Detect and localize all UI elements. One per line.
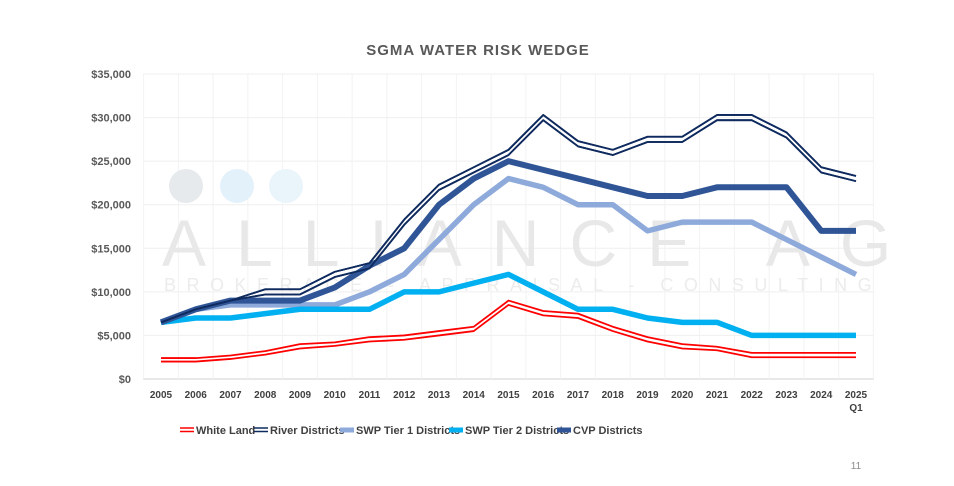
y-tick-label: $30,000 <box>91 113 131 125</box>
x-tick-label: 2019 <box>636 390 659 401</box>
x-tick-label: 2007 <box>219 390 242 401</box>
series-cvp-districts-line <box>159 158 856 326</box>
x-tick-label: 2018 <box>602 390 625 401</box>
series-white-land-low-line <box>161 304 856 363</box>
x-tick-label: 2025 <box>845 390 868 401</box>
logo-circle <box>169 169 203 203</box>
y-tick-label: $10,000 <box>91 287 131 299</box>
x-tick-label: 2023 <box>775 390 798 401</box>
series-swp-tier-2-districts-line <box>160 271 856 339</box>
legend: White Land River Districts SWP Tier 1 Dist… <box>180 425 643 437</box>
y-tick-label: $25,000 <box>91 156 131 168</box>
y-tick-label: $15,000 <box>91 243 131 255</box>
x-tick-label: 2024 <box>810 390 833 401</box>
chart-title: SGMA WATER RISK WEDGE <box>366 42 590 59</box>
x-tick-label: Q1 <box>849 403 863 414</box>
y-tick-label: $20,000 <box>91 200 131 212</box>
page-number: 11 <box>851 461 862 472</box>
x-tick-label: 2005 <box>150 390 173 401</box>
x-tick-label: 2022 <box>741 390 764 401</box>
x-tick-label: 2017 <box>567 390 590 401</box>
logo-circle <box>220 169 254 203</box>
watermark-tagline: BROKERAGE - APPRAISAL - CONSULTING <box>164 275 882 295</box>
x-tick-label: 2016 <box>532 390 555 401</box>
series-white-land-high-line <box>161 299 856 359</box>
legend-label: River Districts <box>270 425 345 437</box>
x-tick-label: 2009 <box>289 390 312 401</box>
x-tick-label: 2020 <box>671 390 694 401</box>
watermark-logo: ALLIANCE AG BROKERAGE - APPRAISAL - CONS… <box>162 169 921 295</box>
legend-label: CVP Districts <box>573 425 643 437</box>
y-tick-label: $35,000 <box>91 69 131 81</box>
legend-label: SWP Tier 2 Districts <box>465 425 569 437</box>
y-tick-label: $5,000 <box>97 330 131 342</box>
x-tick-label: 2014 <box>463 390 486 401</box>
legend-swatch <box>557 427 571 433</box>
x-tick-label: 2013 <box>428 390 451 401</box>
x-tick-label: 2008 <box>254 390 277 401</box>
x-tick-label: 2021 <box>706 390 729 401</box>
x-tick-label: 2010 <box>324 390 347 401</box>
watermark-name: ALLIANCE AG <box>162 206 921 280</box>
x-tick-label: 2011 <box>359 390 381 401</box>
y-axis: $0 $5,000 $10,000 $15,000 $20,000 $25,000 $30,… <box>91 69 131 386</box>
y-tick-label: $0 <box>119 374 131 386</box>
legend-label: SWP Tier 1 Districts <box>356 425 460 437</box>
series-lines <box>159 114 858 363</box>
x-tick-label: 2006 <box>185 390 208 401</box>
legend-swatch <box>449 427 463 433</box>
gridlines <box>143 73 874 380</box>
x-tick-label: 2012 <box>393 390 416 401</box>
series-river-districts-low-line-top <box>160 119 857 324</box>
x-axis: 2005 2006 2007 2008 2009 2010 2011 2012 2013 2014… <box>150 390 868 414</box>
x-tick-label: 2015 <box>497 390 520 401</box>
legend-swatch <box>340 427 354 433</box>
series-swp-tier-1-districts-line <box>160 175 858 325</box>
series-river-districts-high-line-top <box>160 114 857 324</box>
legend-label: White Land <box>196 425 255 437</box>
logo-circle <box>269 169 303 203</box>
